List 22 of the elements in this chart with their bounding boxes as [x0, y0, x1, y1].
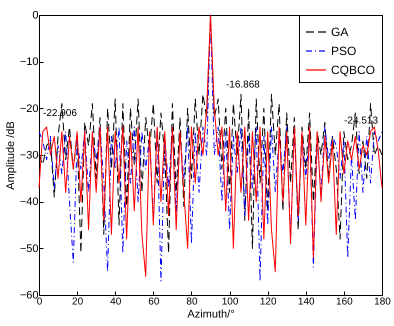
y-tick-label: −40 [20, 196, 38, 208]
x-tick-label: 180 [374, 296, 392, 308]
x-tick-label: 120 [260, 296, 277, 308]
x-tick-label: 40 [110, 296, 122, 308]
x-axis-title: Azimuth/° [187, 308, 235, 320]
y-tick-label: −20 [20, 102, 38, 115]
y-tick-label: 0 [32, 10, 38, 22]
x-tick-label: 100 [222, 296, 239, 308]
y-tick-label: −50 [20, 242, 38, 255]
x-tick-label: 160 [336, 296, 354, 308]
x-tick-label: 20 [72, 296, 84, 308]
legend-label: GA [331, 25, 348, 39]
legend-label: CQBCO [331, 63, 376, 77]
y-tick-label: −10 [20, 56, 38, 68]
annotation: -16.868 [226, 80, 260, 91]
x-tick-label: 80 [186, 296, 198, 308]
x-tick-label: 60 [148, 296, 160, 308]
y-axis-title: Amplitude /dB [4, 121, 17, 190]
y-tick-label: −60 [20, 290, 38, 302]
legend-label: PSO [331, 44, 356, 58]
x-tick-label: 140 [298, 296, 316, 308]
y-tick-label: −30 [20, 150, 38, 162]
